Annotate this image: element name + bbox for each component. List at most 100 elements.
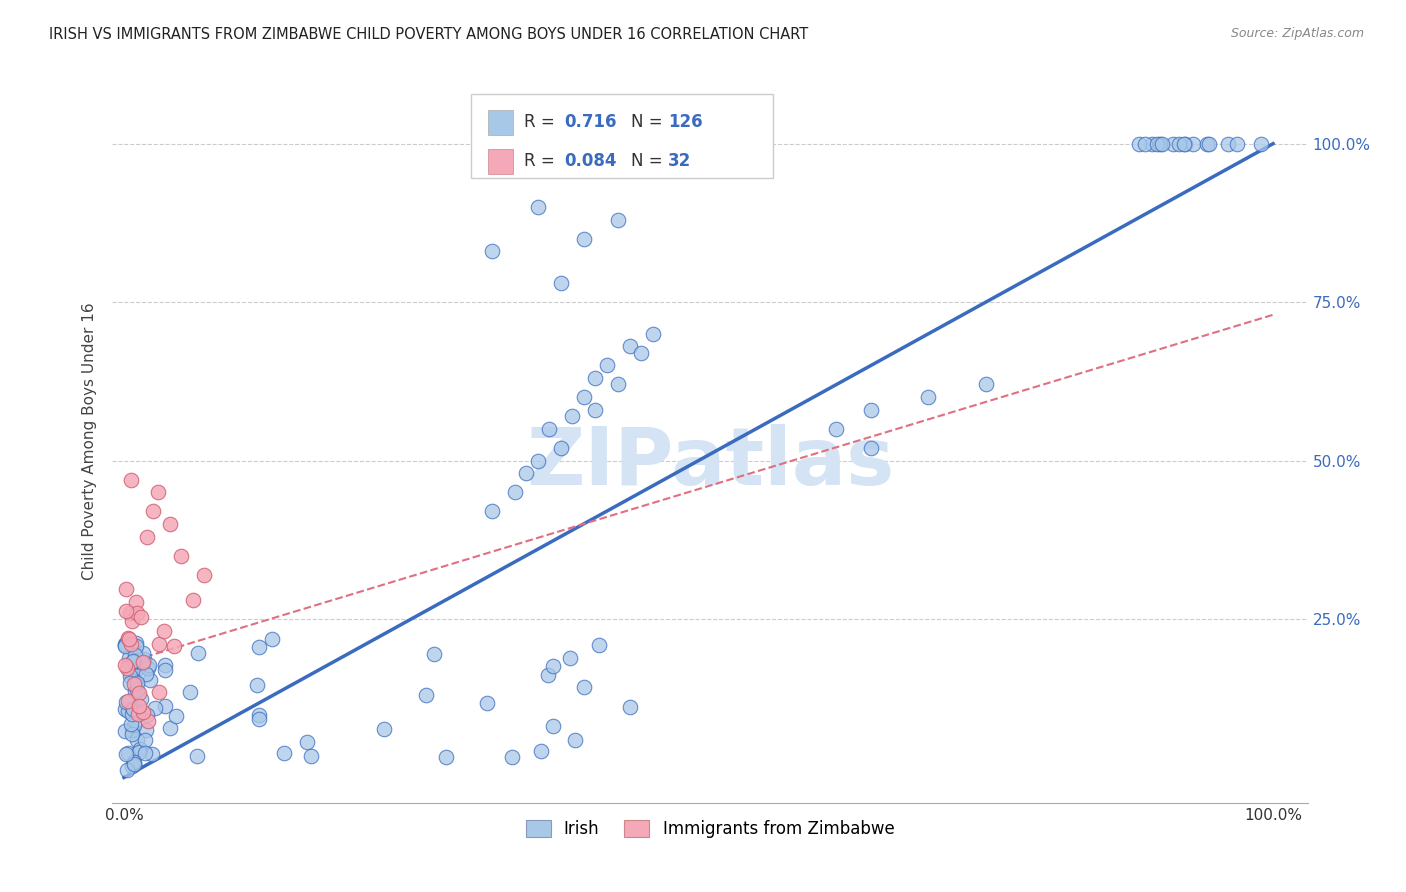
Point: [619, 339, 641, 353]
Point: [121, 707, 143, 722]
Point: [1197, 136, 1219, 151]
Point: [159, 721, 181, 735]
Point: [247, 712, 270, 726]
Point: [128, 742, 150, 756]
Point: [122, 757, 145, 772]
Point: [115, 604, 138, 618]
Point: [159, 516, 181, 531]
Point: [120, 637, 142, 651]
Point: [1216, 136, 1239, 151]
Point: [139, 673, 162, 688]
Point: [165, 709, 187, 723]
Point: [124, 639, 146, 653]
Point: [247, 640, 270, 654]
Point: [120, 473, 142, 487]
Point: [114, 747, 136, 761]
Point: [132, 652, 155, 666]
Point: [246, 678, 269, 692]
Point: [117, 657, 139, 672]
Point: [155, 699, 177, 714]
Point: [117, 705, 139, 719]
Point: [503, 485, 526, 500]
Point: [607, 212, 630, 227]
Point: [134, 733, 156, 747]
Point: [153, 663, 176, 677]
Point: [1150, 136, 1173, 151]
Point: [501, 750, 523, 764]
Point: [115, 695, 138, 709]
Point: [141, 747, 163, 761]
Point: [859, 402, 882, 417]
Point: [121, 758, 143, 772]
Point: [114, 637, 136, 651]
Text: N =: N =: [631, 153, 668, 170]
Point: [583, 402, 606, 417]
Point: [558, 651, 581, 665]
Point: [134, 747, 156, 761]
Point: [124, 648, 146, 662]
Point: [619, 700, 641, 714]
Point: [122, 655, 145, 669]
Point: [120, 606, 142, 620]
Point: [122, 702, 145, 716]
Point: [136, 530, 159, 544]
Text: 126: 126: [668, 113, 703, 131]
Point: [415, 688, 437, 702]
Point: [118, 651, 141, 665]
Text: Source: ZipAtlas.com: Source: ZipAtlas.com: [1230, 27, 1364, 40]
Point: [125, 701, 148, 715]
Point: [825, 422, 848, 436]
Point: [526, 453, 548, 467]
Point: [530, 744, 553, 758]
Point: [1250, 136, 1272, 151]
Point: [1167, 136, 1189, 151]
Point: [1198, 136, 1220, 151]
Point: [127, 706, 149, 721]
Point: [148, 637, 170, 651]
Point: [607, 377, 630, 392]
Point: [114, 638, 136, 652]
Legend: Irish, Immigrants from Zimbabwe: Irish, Immigrants from Zimbabwe: [519, 814, 901, 845]
Point: [187, 646, 209, 660]
Point: [128, 745, 150, 759]
Point: [117, 746, 139, 760]
Point: [132, 646, 155, 660]
Point: [124, 755, 146, 769]
Point: [550, 441, 572, 455]
Point: [114, 702, 136, 716]
Point: [515, 467, 537, 481]
Point: [136, 660, 159, 674]
Point: [122, 756, 145, 771]
Point: [163, 639, 186, 653]
Point: [131, 656, 153, 670]
Point: [170, 549, 193, 563]
Point: [124, 684, 146, 698]
Point: [583, 371, 606, 385]
Point: [541, 658, 564, 673]
Point: [423, 647, 446, 661]
Point: [526, 200, 548, 214]
Point: [127, 661, 149, 675]
Point: [588, 638, 610, 652]
Point: [125, 595, 148, 609]
Point: [129, 610, 152, 624]
Point: [1173, 136, 1195, 151]
Point: [127, 732, 149, 747]
Point: [138, 658, 160, 673]
Point: [572, 390, 595, 404]
Text: N =: N =: [631, 113, 668, 131]
Point: [115, 660, 138, 674]
Point: [114, 582, 136, 596]
Point: [117, 693, 139, 707]
Point: [121, 723, 143, 737]
Point: [121, 614, 143, 628]
Point: [122, 677, 145, 691]
Point: [136, 714, 159, 729]
Point: [122, 654, 145, 668]
Point: [564, 733, 586, 747]
Point: [538, 422, 561, 436]
Point: [125, 703, 148, 717]
Point: [193, 567, 215, 582]
Point: [373, 723, 395, 737]
Point: [117, 631, 139, 645]
